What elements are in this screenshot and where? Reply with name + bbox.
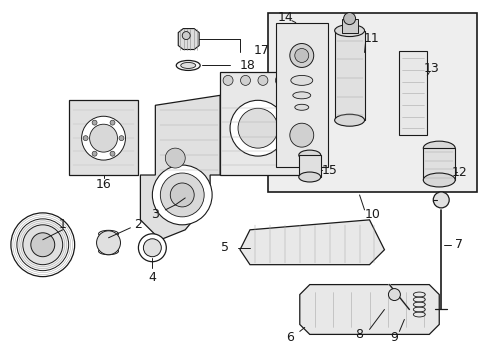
- Circle shape: [110, 151, 115, 156]
- Polygon shape: [178, 28, 199, 50]
- Text: 11: 11: [363, 32, 379, 45]
- Ellipse shape: [423, 141, 454, 155]
- Text: 18: 18: [240, 59, 255, 72]
- Text: 6: 6: [285, 331, 293, 344]
- Circle shape: [23, 225, 62, 265]
- Polygon shape: [299, 285, 438, 334]
- Polygon shape: [68, 100, 138, 175]
- Text: 13: 13: [423, 62, 438, 75]
- Bar: [334, 31, 364, 120]
- Polygon shape: [140, 95, 220, 240]
- Ellipse shape: [143, 239, 161, 257]
- Circle shape: [152, 165, 212, 225]
- Ellipse shape: [181, 62, 195, 68]
- Polygon shape: [240, 220, 384, 265]
- Circle shape: [96, 231, 120, 255]
- Ellipse shape: [334, 114, 364, 126]
- Ellipse shape: [298, 150, 320, 160]
- Text: 5: 5: [221, 241, 228, 254]
- Circle shape: [81, 116, 125, 160]
- Text: 17: 17: [253, 44, 269, 57]
- Circle shape: [275, 75, 285, 85]
- Ellipse shape: [298, 172, 320, 182]
- Text: 9: 9: [390, 331, 398, 344]
- Circle shape: [238, 108, 277, 148]
- Circle shape: [170, 183, 194, 207]
- Circle shape: [289, 44, 313, 67]
- Ellipse shape: [294, 104, 308, 110]
- Circle shape: [289, 123, 313, 147]
- Ellipse shape: [138, 234, 166, 262]
- Text: 16: 16: [96, 179, 111, 192]
- Circle shape: [283, 76, 295, 88]
- Circle shape: [387, 289, 400, 301]
- Circle shape: [258, 75, 267, 85]
- Bar: [423, 148, 454, 180]
- Text: 12: 12: [450, 166, 466, 179]
- Text: 15: 15: [321, 163, 337, 176]
- Ellipse shape: [334, 24, 364, 37]
- Circle shape: [11, 213, 75, 276]
- Text: 7: 7: [454, 238, 462, 251]
- Circle shape: [294, 49, 308, 62]
- Ellipse shape: [292, 92, 310, 99]
- Ellipse shape: [176, 60, 200, 71]
- Circle shape: [160, 173, 203, 217]
- Text: 8: 8: [355, 328, 363, 341]
- Circle shape: [292, 75, 302, 85]
- Circle shape: [31, 233, 55, 257]
- Circle shape: [83, 136, 88, 141]
- Text: 2: 2: [134, 218, 142, 231]
- Circle shape: [229, 100, 285, 156]
- Circle shape: [119, 136, 124, 141]
- Circle shape: [89, 124, 117, 152]
- Text: 4: 4: [148, 271, 156, 284]
- Bar: [341, 19, 357, 32]
- Circle shape: [223, 75, 233, 85]
- Polygon shape: [220, 72, 309, 175]
- Circle shape: [92, 151, 97, 156]
- Circle shape: [432, 192, 448, 208]
- Bar: [399, 50, 427, 135]
- Ellipse shape: [290, 75, 312, 85]
- Ellipse shape: [423, 173, 454, 187]
- Text: 10: 10: [364, 208, 380, 221]
- Circle shape: [240, 75, 250, 85]
- Bar: [267, 13, 476, 192]
- Circle shape: [17, 219, 68, 271]
- Text: 14: 14: [277, 11, 293, 24]
- Circle shape: [110, 120, 115, 125]
- Circle shape: [92, 120, 97, 125]
- Text: 1: 1: [59, 218, 66, 231]
- Bar: [275, 23, 327, 167]
- Circle shape: [182, 32, 190, 40]
- Bar: [298, 155, 320, 177]
- Text: 3: 3: [151, 208, 159, 221]
- Circle shape: [165, 148, 185, 168]
- Circle shape: [343, 13, 355, 24]
